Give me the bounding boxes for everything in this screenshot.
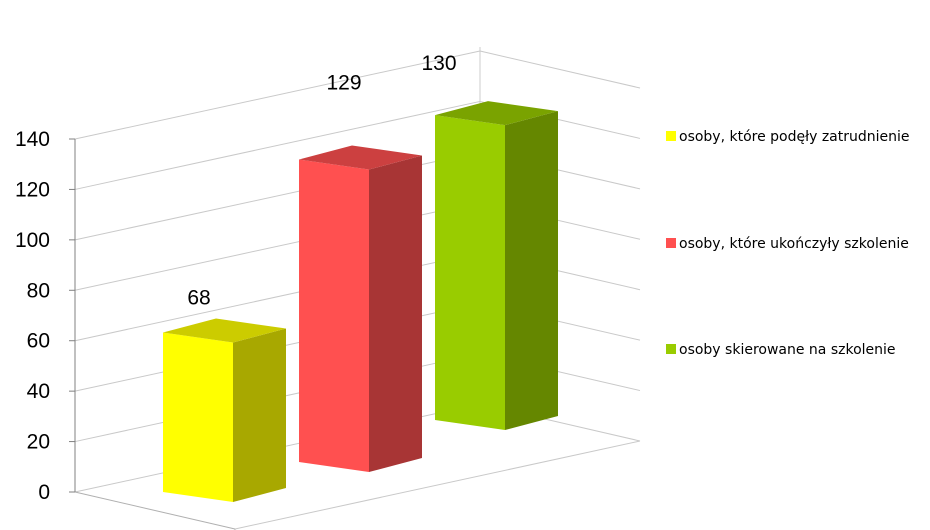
bar-front-face	[435, 115, 505, 430]
bar-2	[299, 145, 422, 472]
y-tick-labels: 0 20 40 60 80 100 120 140	[15, 128, 50, 504]
bar-side-face	[505, 111, 558, 430]
y-axis	[69, 138, 76, 493]
y-tick-label: 80	[27, 279, 50, 302]
data-label: 130	[421, 52, 456, 75]
legend-swatch	[666, 238, 676, 248]
bars	[163, 101, 558, 502]
gridline-side	[74, 50, 481, 140]
legend-item: osoby, które ukończyły szkolenie	[666, 236, 909, 252]
data-labels: 68 129 130	[187, 52, 456, 309]
legend-item: osoby, które podęły zatrudnienie	[666, 129, 910, 145]
y-tick-label: 0	[38, 481, 50, 504]
floor-right-edge	[234, 440, 641, 530]
bar-top-face	[435, 101, 558, 126]
y-tick-label: 140	[15, 128, 50, 151]
bar-1	[163, 318, 286, 502]
y-tick-label: 60	[27, 330, 50, 353]
bar-top-face	[299, 145, 422, 170]
legend-label: osoby, które ukończyły szkolenie	[679, 236, 909, 252]
bar-side-face	[233, 328, 286, 502]
y-tick-label: 40	[27, 380, 50, 403]
legend-item: osoby skierowane na szkolenie	[666, 342, 896, 358]
gridline-side	[74, 100, 481, 190]
bar-top-face	[163, 318, 286, 343]
legend-swatch	[666, 344, 676, 354]
y-tick-label: 100	[15, 229, 50, 252]
bar-side-face	[369, 155, 422, 472]
bar-front-face	[299, 159, 369, 472]
legend-label: osoby, które podęły zatrudnienie	[679, 129, 910, 145]
gridline-back	[479, 50, 641, 89]
legend-swatch	[666, 131, 676, 141]
bar-front-face	[163, 332, 233, 502]
floor-front-edge	[74, 491, 236, 530]
data-label: 129	[326, 72, 361, 95]
y-tick-label: 20	[27, 431, 50, 454]
y-tick-label: 120	[15, 178, 50, 201]
legend: osoby, które podęły zatrudnienie osoby, k…	[666, 129, 910, 358]
data-label: 68	[187, 287, 210, 310]
legend-label: osoby skierowane na szkolenie	[679, 342, 896, 358]
bar-3	[435, 101, 558, 430]
